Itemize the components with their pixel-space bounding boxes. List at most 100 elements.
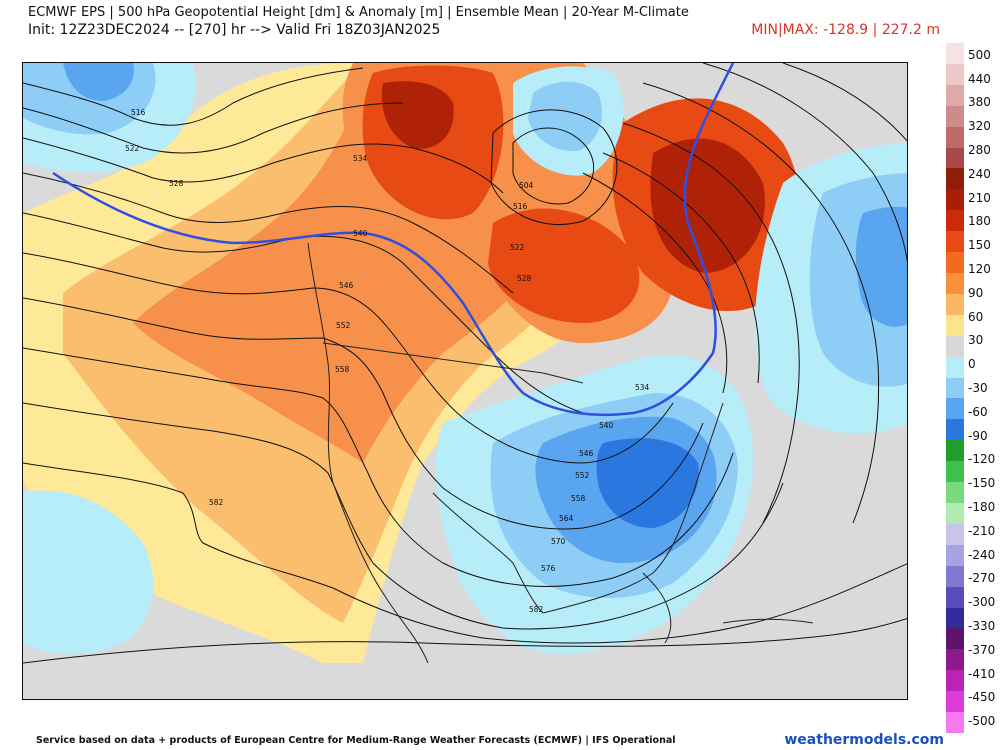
colorbar-swatch (946, 252, 964, 274)
contour-label: 540 (353, 229, 368, 238)
coastlines (307, 242, 814, 664)
min-max-readout: MIN|MAX: -128.9 | 227.2 m (751, 22, 940, 38)
colorbar-label: -300 (968, 595, 996, 610)
colorbar-swatch (946, 314, 964, 337)
contour-label: 516 (131, 108, 146, 117)
height-contours (23, 63, 907, 664)
coastline (432, 492, 544, 614)
colorbar-label: 280 (968, 143, 991, 158)
colorbar-swatch (946, 440, 964, 462)
init-valid-time: Init: 12Z23DEC2024 -- [270] hr --> Valid… (28, 22, 441, 38)
colorbar-label: -90 (968, 428, 988, 443)
brand-link[interactable]: weathermodels.com (784, 732, 944, 748)
colorbar-swatch (946, 147, 964, 169)
colorbar-swatch (946, 168, 964, 190)
colorbar-swatch (946, 691, 964, 713)
contour-label: 528 (169, 179, 184, 188)
contour-label: 504 (519, 181, 534, 190)
colorbar-swatch (946, 63, 964, 86)
anomaly-pos-hudson (488, 208, 640, 323)
colorbar-label: 440 (968, 71, 991, 86)
colorbar-swatch (946, 586, 964, 609)
colorbar-swatch (946, 649, 964, 671)
contour-line (782, 63, 907, 142)
contour-label: 522 (125, 144, 140, 153)
colorbar-swatch (946, 43, 964, 65)
colorbar-label: -410 (968, 666, 996, 681)
contour-labels: 516 522 528 534 540 546 552 558 582 504 … (125, 108, 650, 614)
colorbar-swatch (946, 293, 964, 316)
colorbar-label: -30 (968, 381, 988, 395)
contour-line (702, 63, 907, 264)
anomaly-mid-neg-atlantic (855, 206, 907, 327)
contour-label: 582 (529, 605, 544, 614)
colorbar-swatch (946, 461, 964, 483)
colorbar-swatch (946, 670, 964, 692)
colorbar-label: -240 (968, 547, 996, 562)
contour-line (582, 172, 728, 394)
contour-label: 516 (513, 202, 528, 211)
colorbar-swatch (946, 231, 964, 253)
contour-540-highlight (52, 63, 735, 417)
chart-title: ECMWF EPS | 500 hPa Geopotential Height … (28, 5, 689, 20)
colorbar-swatch (946, 503, 964, 525)
colorbar-label: 500 (968, 47, 991, 62)
colorbar-swatch (946, 628, 964, 650)
colorbar-label: 320 (968, 119, 991, 134)
data-credit: Service based on data + products of Euro… (36, 735, 676, 746)
colorbar-swatch (946, 398, 964, 420)
contour-label: 522 (510, 243, 525, 252)
colorbar-swatch (946, 356, 964, 379)
anomaly-strong-neg (596, 438, 699, 528)
contour-label: 558 (571, 494, 586, 503)
contour-line (23, 172, 514, 294)
colorbar-swatch (946, 105, 964, 128)
colorbar-label: 180 (968, 214, 991, 229)
colorbar-swatch (946, 335, 964, 358)
contour-label: 534 (353, 154, 368, 163)
contour-label: 582 (209, 498, 224, 507)
border-line (322, 342, 584, 384)
contour-label: 576 (541, 564, 556, 573)
colorbar-label: 0 (968, 357, 976, 372)
coastline (307, 242, 429, 664)
contour-label: 558 (335, 365, 350, 374)
colorbar-label: 380 (968, 95, 991, 110)
colorbar-label: -270 (968, 571, 996, 586)
colorbar-label: 210 (968, 190, 991, 205)
contour-line (490, 109, 618, 226)
colorbar-label: 240 (968, 166, 991, 181)
contour-line (23, 402, 784, 630)
colorbar-label: 60 (968, 309, 984, 324)
colorbar-label: 90 (968, 285, 984, 300)
colorbar-label: -210 (968, 523, 996, 538)
coastline (642, 572, 672, 644)
contour-line (23, 67, 364, 126)
contour-line (23, 618, 907, 664)
anomaly-map: 516 522 528 534 540 546 552 558 582 504 … (23, 63, 907, 699)
colorbar-label: 120 (968, 262, 991, 277)
colorbar-label: 30 (968, 333, 984, 348)
anomaly-neg-canada (528, 81, 602, 152)
contour-line (602, 152, 760, 384)
colorbar-legend: 500 440 380 320 280 240 210 180 150 120 90 60 30 0 -30… (946, 43, 1000, 734)
colorbar-swatch (946, 607, 964, 629)
contour-label: 570 (551, 537, 566, 546)
anomaly-weak-neg-pacific (23, 490, 154, 655)
contour-line (23, 102, 404, 154)
contour-label: 564 (559, 514, 574, 523)
contour-line (642, 82, 880, 524)
contour-line (23, 137, 504, 194)
colorbar-label: -370 (968, 642, 996, 657)
colorbar-swatch (946, 419, 964, 441)
contour-line (622, 122, 800, 524)
colorbar-label: 150 (968, 238, 991, 253)
map-panel: 516 522 528 534 540 546 552 558 582 504 … (22, 62, 908, 700)
contour-line (23, 297, 704, 530)
colorbar-swatch (946, 84, 964, 107)
contour-label: 552 (575, 471, 590, 480)
colorbar-swatch (946, 210, 964, 232)
colorbar-swatch (946, 565, 964, 588)
coastline (542, 402, 724, 614)
colorbar-swatch (946, 544, 964, 567)
